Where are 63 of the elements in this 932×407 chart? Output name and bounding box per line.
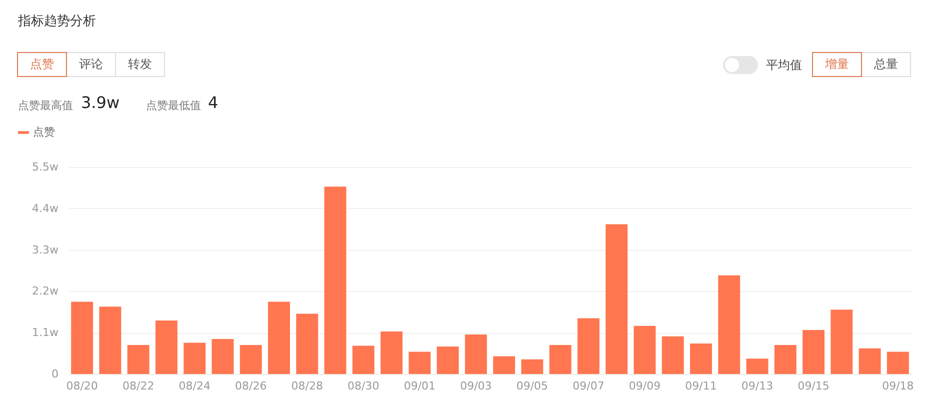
- x-tick-label: 09/13: [741, 380, 774, 392]
- y-tick-label: 2.2w: [32, 284, 58, 298]
- x-tick-label: 09/07: [572, 380, 604, 392]
- bar: [296, 314, 318, 374]
- bar: [380, 331, 403, 374]
- text: 评论: [66, 52, 116, 77]
- text: 总量: [861, 52, 911, 77]
- bar: [99, 306, 122, 374]
- bar: [184, 342, 206, 374]
- bar: [718, 275, 740, 374]
- bar: [352, 346, 374, 374]
- text: 点赞: [17, 52, 67, 77]
- x-tick-label: 08/24: [178, 380, 210, 392]
- x-tick-label: 09/15: [798, 380, 830, 392]
- y-tick-label: 3.3w: [32, 243, 58, 256]
- bar: [549, 345, 572, 374]
- text: 增量: [812, 52, 862, 77]
- bar: [155, 320, 178, 374]
- y-tick-label: 5.5w: [32, 160, 58, 174]
- bar: [324, 186, 346, 374]
- x-tick-label: 09/09: [628, 380, 661, 392]
- bar: [240, 345, 262, 374]
- x-tick-label: 08/30: [348, 380, 380, 392]
- x-tick-label: 09/05: [516, 380, 548, 392]
- text: 3.9w: [81, 93, 120, 112]
- bar: [858, 348, 881, 374]
- x-tick-label: 09/01: [404, 380, 436, 392]
- y-tick-label: 1.1w: [32, 326, 58, 340]
- bar: [830, 310, 853, 374]
- x-tick-label: 08/22: [122, 380, 154, 392]
- bar: [634, 326, 656, 374]
- bar: [436, 346, 459, 374]
- bar: [662, 336, 684, 374]
- bar: [690, 344, 712, 374]
- bar: [408, 352, 431, 374]
- bar: [464, 334, 487, 374]
- bar: [71, 302, 94, 374]
- bar: [577, 318, 600, 374]
- legend-label: 点赞: [33, 126, 55, 138]
- x-tick-label: 09/11: [685, 380, 717, 392]
- x-tick-label: 09/18: [882, 380, 914, 392]
- text: 点赞最低值: [146, 98, 201, 113]
- bar: [212, 339, 234, 374]
- text: 平均值: [766, 57, 802, 74]
- x-tick-label: 09/03: [460, 380, 492, 392]
- chart-title: 指标趋势分析: [18, 13, 96, 30]
- x-tick-label: 08/26: [235, 380, 267, 392]
- bar: [606, 224, 628, 374]
- text: 点赞最高值: [18, 98, 73, 113]
- text: 转发: [115, 52, 165, 77]
- bar: [268, 302, 290, 374]
- y-tick-label: 0: [52, 368, 58, 380]
- x-tick-label: 08/28: [291, 380, 323, 392]
- y-tick-label: 4.4w: [32, 202, 58, 215]
- bar: [127, 345, 150, 374]
- bar: [493, 356, 516, 374]
- x-tick-label: 08/20: [66, 380, 98, 392]
- bar: [886, 352, 909, 374]
- bar: [746, 358, 768, 374]
- bar: [521, 359, 544, 374]
- bar: [774, 345, 796, 374]
- bar: [802, 330, 825, 374]
- text: 4: [208, 93, 218, 112]
